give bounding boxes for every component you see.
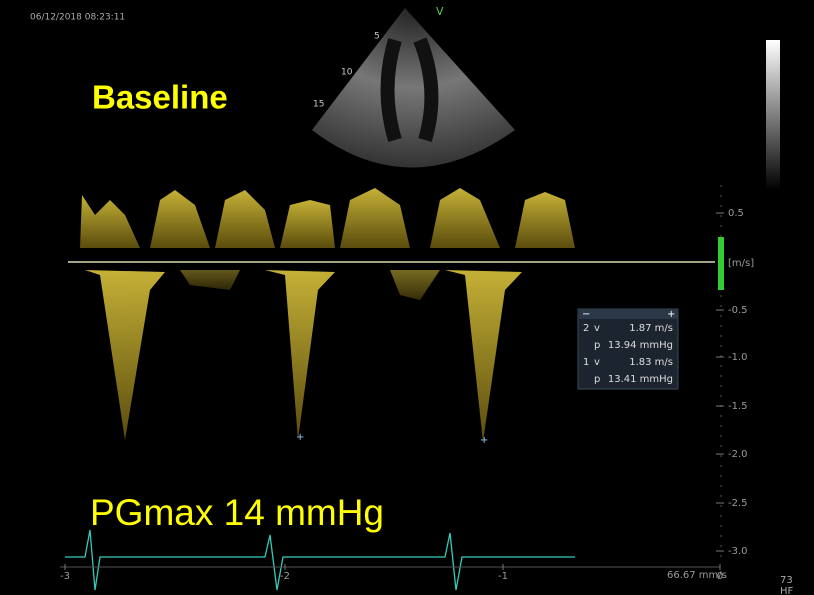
corner-text: 73 xyxy=(780,575,793,586)
depth-label: 15 xyxy=(313,100,324,110)
measure-value: 13.41 mmHg xyxy=(608,374,673,385)
measure-value: 13.94 mmHg xyxy=(608,340,673,351)
result-label: PGmax 14 mmHg xyxy=(90,492,384,533)
measure-key: v xyxy=(594,357,600,368)
scale-unit: [m/s] xyxy=(728,258,754,269)
tick-label: -2.5 xyxy=(728,498,748,509)
collapse-icon[interactable]: − xyxy=(582,309,590,320)
measure-value: 1.87 m/s xyxy=(629,323,673,334)
tick-label: 0.5 xyxy=(728,208,744,219)
tick-label: -1.0 xyxy=(728,352,748,363)
tick-label: -3.0 xyxy=(728,546,748,557)
depth-label: 5 xyxy=(374,32,380,42)
measure-key: p xyxy=(594,340,600,351)
title: Baseline xyxy=(92,79,228,116)
measure-key: v xyxy=(594,323,600,334)
measure-value: 1.83 m/s xyxy=(629,357,673,368)
sweep-speed: 66.67 mm/s xyxy=(667,570,727,581)
tick-label: -2 xyxy=(280,571,290,582)
measure-key: p xyxy=(594,374,600,385)
tick-label: -1.5 xyxy=(728,401,748,412)
page: 06/12/2018 08:23:11 V 5 10 15 + + [m/s] … xyxy=(0,0,814,595)
echo-screen: 06/12/2018 08:23:11 V 5 10 15 + + [m/s] … xyxy=(0,0,814,595)
corner-text: HF xyxy=(780,586,794,595)
sector-marker: V xyxy=(436,5,444,18)
tick-label: -2.0 xyxy=(728,449,748,460)
tick-label: -3 xyxy=(60,571,70,582)
tick-label: -0.5 xyxy=(728,305,748,316)
grayscale-bar xyxy=(766,40,780,190)
measurement-header xyxy=(578,309,678,319)
measure-id: 1 xyxy=(583,357,589,368)
caliper: + xyxy=(480,435,488,446)
add-icon[interactable]: + xyxy=(667,309,675,320)
timestamp: 06/12/2018 08:23:11 xyxy=(30,13,125,23)
baseline-indicator xyxy=(718,237,724,290)
caliper: + xyxy=(296,432,304,443)
tick-label: -1 xyxy=(498,571,508,582)
depth-label: 10 xyxy=(341,68,353,78)
measure-id: 2 xyxy=(583,323,589,334)
